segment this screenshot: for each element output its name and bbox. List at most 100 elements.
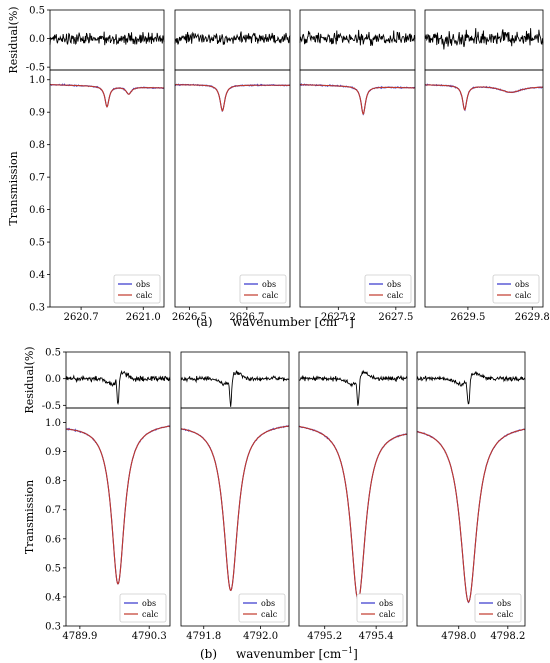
xtick-label: 2629.5 bbox=[450, 312, 485, 323]
subplot-1: 0.5 0.0 -0.5 1.0 0.9 0.8 0.7 0.6 0.5 0.4 0.34789.9… bbox=[42, 348, 171, 642]
transmission-frame bbox=[49, 69, 165, 308]
legend-label-calc: calc bbox=[262, 291, 279, 300]
xtick-label: 2627.5 bbox=[378, 312, 413, 323]
transmission-ytick-label: 0.4 bbox=[45, 592, 61, 603]
transmission-ytick-label: 1.0 bbox=[29, 75, 45, 86]
legend-label-obs: obs bbox=[387, 280, 401, 289]
transmission-ytick-label: 1.0 bbox=[45, 418, 61, 429]
residual-line bbox=[65, 370, 171, 406]
xtick-label: 4798.2 bbox=[490, 631, 525, 642]
legend-label-obs: obs bbox=[379, 599, 393, 608]
legend: obs calc bbox=[239, 274, 287, 304]
transmission-frame bbox=[65, 407, 171, 627]
panel-b: Residual(%)Transmission0.50.0-0.51.00.90… bbox=[23, 346, 526, 642]
obs-line bbox=[174, 83, 291, 112]
legend-label-calc: calc bbox=[142, 610, 159, 619]
legend-box bbox=[239, 274, 287, 304]
legend-label-obs: obs bbox=[142, 599, 156, 608]
legend-box bbox=[119, 593, 167, 623]
transmission-frame bbox=[299, 69, 416, 308]
panel-a-caption: (a) bbox=[196, 315, 213, 329]
panel-b-xlabel: wavenumber [cm−1] bbox=[236, 646, 358, 661]
calc-line bbox=[416, 428, 526, 603]
xtick-label: 4798.0 bbox=[441, 631, 476, 642]
residual-ylabel: Residual(%) bbox=[23, 346, 36, 413]
xtick-label: 2620.7 bbox=[64, 312, 99, 323]
transmission-ytick-label: 0.7 bbox=[45, 505, 61, 516]
legend-label-calc: calc bbox=[261, 610, 278, 619]
xtick-label: 4790.3 bbox=[132, 631, 167, 642]
subplot-3: 4795.2 4795.4 obs calc bbox=[298, 351, 408, 642]
legend: obs calc bbox=[474, 593, 522, 623]
residual-line bbox=[49, 31, 165, 46]
legend-box bbox=[113, 274, 161, 304]
transmission-ytick-label: 0.9 bbox=[29, 108, 45, 119]
xtick-label: 4795.4 bbox=[359, 631, 394, 642]
transmission-ytick-label: 0.6 bbox=[45, 534, 61, 545]
subplot-3: 2627.2 2627.5 obs calc bbox=[299, 9, 416, 323]
transmission-ytick-label: 0.5 bbox=[45, 563, 61, 574]
obs-line bbox=[65, 425, 171, 585]
legend-label-obs: obs bbox=[136, 280, 150, 289]
legend: obs calc bbox=[238, 593, 286, 623]
transmission-ytick-label: 0.6 bbox=[29, 205, 45, 216]
legend-label-obs: obs bbox=[515, 280, 529, 289]
legend: obs calc bbox=[356, 593, 404, 623]
residual-line bbox=[299, 29, 416, 46]
residual-line bbox=[298, 369, 408, 406]
transmission-ytick-label: 0.3 bbox=[29, 303, 45, 314]
legend-box bbox=[356, 593, 404, 623]
xtick-label: 4791.8 bbox=[186, 631, 221, 642]
transmission-ytick-label: 0.8 bbox=[29, 140, 45, 151]
residual-line bbox=[416, 371, 526, 405]
legend-label-obs: obs bbox=[261, 599, 275, 608]
legend: obs calc bbox=[364, 274, 412, 304]
legend-box bbox=[364, 274, 412, 304]
residual-ytick-label: -0.5 bbox=[42, 401, 61, 412]
subplot-4: 4798.0 4798.2 obs calc bbox=[416, 351, 526, 642]
residual-ytick-label: 0.0 bbox=[29, 34, 45, 45]
panel-b-caption: (b) bbox=[200, 647, 217, 661]
obs-line bbox=[180, 425, 290, 591]
panel-a: Residual(%)Transmission0.50.0-0.51.00.90… bbox=[7, 6, 550, 324]
transmission-ytick-label: 0.3 bbox=[45, 622, 61, 633]
residual-line bbox=[424, 28, 544, 50]
legend-label-calc: calc bbox=[136, 291, 153, 300]
transmission-frame bbox=[180, 407, 290, 627]
transmission-ytick-label: 0.4 bbox=[29, 270, 45, 281]
subplot-2: 2626.5 2626.7 obs calc bbox=[172, 9, 291, 323]
xtick-label: 2626.7 bbox=[229, 312, 264, 323]
residual-ytick-label: 0.5 bbox=[29, 6, 45, 17]
legend: obs calc bbox=[113, 274, 161, 304]
legend-label-obs: obs bbox=[497, 599, 511, 608]
legend-label-calc: calc bbox=[515, 291, 532, 300]
calc-line bbox=[180, 425, 290, 592]
transmission-frame bbox=[298, 407, 408, 627]
obs-line bbox=[416, 428, 526, 604]
calc-line bbox=[49, 84, 165, 108]
residual-ytick-label: 0.0 bbox=[45, 374, 61, 385]
transmission-frame bbox=[174, 69, 291, 308]
transmission-ytick-label: 0.7 bbox=[29, 173, 45, 184]
xtick-label: 4795.2 bbox=[307, 631, 342, 642]
calc-line bbox=[65, 425, 171, 585]
panel-a-xlabel: wavenumber [cm−1] bbox=[232, 314, 354, 329]
residual-ytick-label: 0.5 bbox=[45, 348, 61, 359]
legend-box bbox=[492, 274, 540, 304]
xtick-label: 2626.5 bbox=[172, 312, 207, 323]
legend-label-calc: calc bbox=[387, 291, 404, 300]
legend: obs calc bbox=[119, 593, 167, 623]
residual-line bbox=[180, 370, 290, 407]
transmission-ytick-label: 0.8 bbox=[45, 476, 61, 487]
legend-label-obs: obs bbox=[262, 280, 276, 289]
subplot-4: 2629.5 2629.8 obs calc bbox=[424, 9, 550, 323]
transmission-frame bbox=[424, 69, 544, 308]
calc-line bbox=[174, 84, 291, 112]
xtick-label: 4792.0 bbox=[243, 631, 278, 642]
transmission-ytick-label: 0.9 bbox=[45, 447, 61, 458]
obs-line bbox=[424, 83, 544, 112]
xtick-label: 2629.8 bbox=[515, 312, 550, 323]
residual-ytick-label: -0.5 bbox=[26, 63, 45, 74]
legend-box bbox=[238, 593, 286, 623]
subplot-1: 0.5 0.0 -0.51.0 0.9 0.8 0.7 0.6 0.5 0.4 0.3 2620.7… bbox=[26, 6, 165, 323]
